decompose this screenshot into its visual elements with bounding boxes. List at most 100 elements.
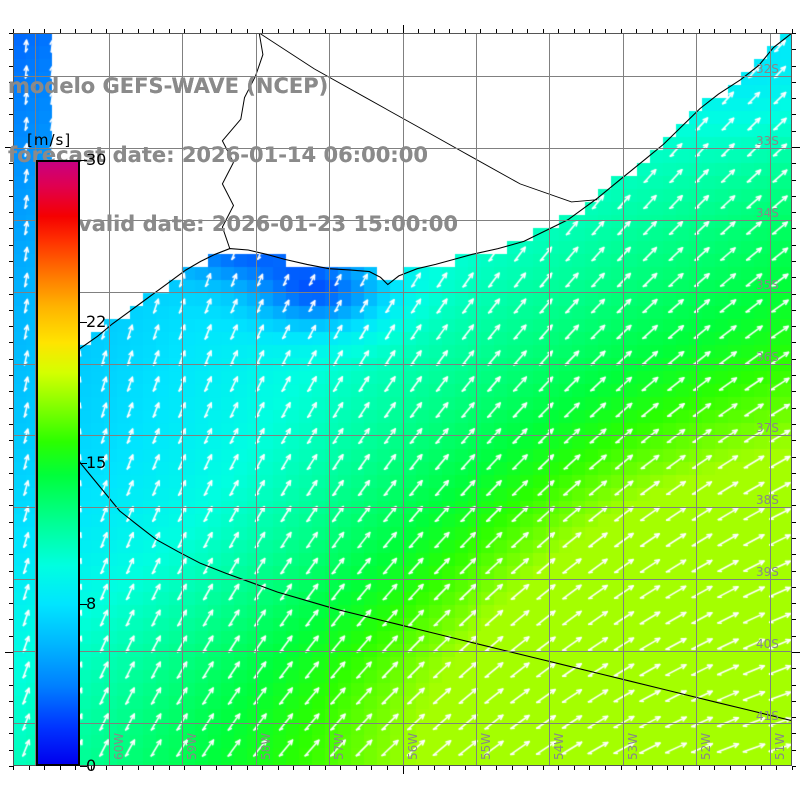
axis-tick [9, 228, 13, 229]
gridline-vertical [256, 33, 257, 766]
colorbar-tick-mark [80, 766, 87, 767]
axis-tick [9, 180, 13, 181]
longitude-label: 58W [258, 732, 273, 760]
axis-tick [262, 766, 263, 770]
axis-tick [293, 29, 294, 33]
axis-tick [9, 668, 13, 669]
axis-tick [792, 522, 796, 523]
axis-tick [730, 766, 731, 770]
axis-tick [387, 29, 388, 33]
colorbar-tick-label: 8 [86, 594, 97, 613]
axis-tick [9, 701, 13, 702]
axis-tick [9, 571, 13, 572]
axis-tick [9, 33, 13, 34]
axis-tick [667, 766, 668, 770]
axis-tick [621, 29, 622, 33]
axis-tick [496, 29, 497, 33]
axis-tick [792, 82, 796, 83]
axis-tick [418, 29, 419, 33]
colorbar [36, 160, 80, 766]
axis-tick [29, 29, 30, 33]
axis-tick [434, 29, 435, 33]
axis-tick [9, 717, 13, 718]
axis-tick [792, 163, 796, 164]
axis-tick [605, 29, 606, 33]
axis-tick [792, 733, 796, 734]
gridline-horizontal [13, 364, 792, 365]
gridline-vertical [109, 33, 110, 766]
axis-tick [9, 619, 13, 620]
gridline-horizontal [13, 76, 792, 77]
wind-speed-field [13, 33, 792, 766]
axis-tick [480, 766, 481, 770]
axis-tick [9, 342, 13, 343]
axis-tick [792, 571, 796, 572]
axis-tick [776, 766, 777, 770]
axis-tick [9, 391, 13, 392]
axis-tick [512, 766, 513, 770]
axis-tick [558, 29, 559, 33]
axis-tick [231, 29, 232, 33]
axis-tick [200, 29, 201, 33]
gridline-horizontal [13, 723, 792, 724]
gridline-horizontal [13, 148, 792, 149]
axis-tick [169, 29, 170, 33]
axis-tick [699, 29, 700, 33]
axis-tick [247, 29, 248, 33]
axis-tick [792, 457, 796, 458]
axis-tick [9, 196, 13, 197]
axis-tick [9, 554, 13, 555]
axis-tick [9, 587, 13, 588]
axis-tick [9, 408, 13, 409]
axis-tick [9, 733, 13, 734]
axis-tick [714, 766, 715, 770]
axis-tick [792, 131, 796, 132]
gridline-horizontal [13, 220, 792, 221]
axis-tick [449, 29, 450, 33]
axis-tick [9, 685, 13, 686]
axis-tick [9, 245, 13, 246]
axis-tick [9, 212, 13, 213]
river-uruguay-path [221, 33, 264, 249]
axis-tick [278, 29, 279, 33]
axis-tick [792, 326, 796, 327]
coastline-path [52, 33, 792, 722]
axis-tick [527, 29, 528, 33]
axis-tick [340, 766, 341, 770]
longitude-label: 54W [552, 732, 567, 760]
axis-tick [325, 766, 326, 770]
axis-tick [9, 375, 13, 376]
axis-tick [216, 766, 217, 770]
longitude-label: 59W [185, 732, 200, 760]
longitude-label: 55W [478, 732, 493, 760]
gridline-vertical [770, 33, 771, 766]
axis-tick [792, 342, 796, 343]
axis-tick [792, 277, 796, 278]
latitude-label: 34S [756, 205, 779, 220]
axis-tick [356, 29, 357, 33]
axis-tick [683, 29, 684, 33]
axis-tick [325, 29, 326, 33]
axis-tick [169, 766, 170, 770]
longitude-label: 52W [699, 732, 714, 760]
axis-tick [792, 587, 796, 588]
axis-tick [792, 554, 796, 555]
axis-tick [122, 29, 123, 33]
axis-tick [792, 49, 796, 50]
axis-tick [60, 766, 61, 770]
colorbar-tick-mark [80, 604, 87, 605]
axis-tick [9, 310, 13, 311]
axis-tick [9, 131, 13, 132]
axis-tick [792, 619, 796, 620]
gridline-vertical [35, 33, 36, 766]
axis-tick [371, 29, 372, 33]
axis-tick [9, 49, 13, 50]
axis-tick [792, 228, 796, 229]
latitude-label: 33S [756, 133, 779, 148]
axis-tick [216, 29, 217, 33]
axis-tick [574, 766, 575, 770]
axis-tick [792, 668, 796, 669]
axis-tick [745, 29, 746, 33]
axis-tick [792, 636, 796, 637]
axis-tick [262, 29, 263, 33]
